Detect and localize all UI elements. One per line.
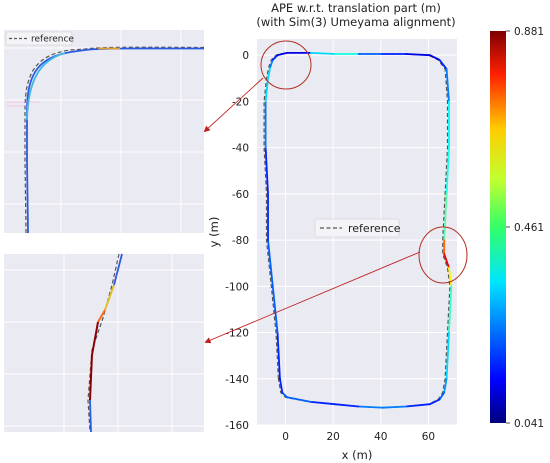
main-legend-text: reference bbox=[348, 222, 401, 235]
inset-top-legend-text: reference bbox=[31, 35, 74, 45]
trajectory-segment bbox=[405, 403, 431, 408]
inset-bottom-trajectory-red bbox=[89, 321, 99, 401]
inset-bottom-trajectory-orange bbox=[97, 309, 106, 323]
reference-path bbox=[263, 52, 451, 409]
trajectory-segment bbox=[443, 377, 448, 394]
main-trajectory-series bbox=[264, 51, 453, 409]
inset-top-trajectory-path bbox=[26, 47, 205, 234]
zoom-circle-right bbox=[418, 226, 468, 284]
trajectory-segment bbox=[445, 68, 450, 103]
y-tick-label: -20 bbox=[232, 96, 249, 108]
trajectory-segment bbox=[279, 377, 284, 394]
x-tick-label: 60 bbox=[422, 431, 435, 443]
y-tick-label: -100 bbox=[225, 281, 249, 293]
inset-top-grid bbox=[4, 30, 204, 233]
main-legend bbox=[314, 218, 400, 238]
inset-bottom-trajectory-top bbox=[113, 253, 123, 286]
trajectory-segment bbox=[264, 77, 269, 103]
x-axis-label: x (m) bbox=[342, 448, 373, 462]
colorbar-gradient bbox=[490, 31, 506, 423]
trajectory-segment bbox=[276, 331, 281, 380]
inset-top-legend bbox=[5, 31, 73, 46]
trajectory-segment bbox=[381, 405, 408, 409]
trajectory-segment bbox=[309, 51, 336, 55]
trajectory-segment bbox=[269, 58, 274, 68]
colorbar-label-max: 0.881 bbox=[514, 26, 544, 38]
y-tick-label: 0 bbox=[242, 50, 249, 62]
trajectory-segment bbox=[445, 331, 450, 380]
inset-top-background bbox=[4, 30, 204, 233]
trajectory-segment bbox=[271, 54, 279, 61]
trajectory-segment bbox=[281, 391, 288, 399]
main-panel: 0 -20 -40 -60 -80 -100 -120 -140 -160 0 20 40 60 re… bbox=[203, 1, 468, 462]
chart-title-line2: (with Sim(3) Umeyama alignment) bbox=[256, 15, 455, 29]
zoom-arrow-right bbox=[204, 251, 421, 344]
main-reference-series bbox=[263, 52, 451, 409]
inset-top-trajectory-highlight bbox=[26, 52, 66, 121]
trajectory-segment bbox=[264, 146, 269, 195]
inset-bottom-trajectory-yellow bbox=[104, 284, 115, 311]
trajectory-segment bbox=[438, 391, 446, 401]
trajectory-segment bbox=[357, 405, 384, 409]
inset-bottom-panel bbox=[4, 253, 204, 433]
y-tick-label: -120 bbox=[225, 328, 249, 340]
trajectory-segment bbox=[448, 266, 453, 288]
main-y-tick-labels: 0 -20 -40 -60 -80 -100 -120 -140 -160 bbox=[225, 50, 249, 432]
trajectory-segment bbox=[271, 285, 279, 334]
trajectory-segment bbox=[267, 239, 274, 288]
trajectory-segment bbox=[438, 58, 448, 70]
main-grid bbox=[257, 39, 457, 426]
trajectory-segment bbox=[286, 396, 312, 403]
x-tick-label: 0 bbox=[282, 431, 289, 443]
colorbar: 0.881 0.461 0.041 bbox=[490, 26, 544, 430]
trajectory-segment bbox=[276, 51, 288, 57]
colorbar-label-mid: 0.461 bbox=[514, 222, 544, 234]
trajectory-segment bbox=[443, 253, 450, 269]
y-tick-label: -40 bbox=[232, 143, 249, 155]
y-tick-label: -160 bbox=[225, 420, 249, 432]
x-tick-label: 20 bbox=[327, 431, 340, 443]
y-tick-label: -80 bbox=[232, 235, 249, 247]
inset-bottom-grid bbox=[4, 254, 204, 432]
trajectory-segment bbox=[445, 146, 450, 195]
y-tick-label: -140 bbox=[225, 374, 249, 386]
trajectory-segment bbox=[405, 53, 431, 57]
trajectory-segment bbox=[448, 285, 453, 334]
trajectory-segment bbox=[267, 65, 272, 80]
y-tick-label: -60 bbox=[232, 189, 249, 201]
inset-top-scan-artifact bbox=[6, 101, 40, 107]
inset-bottom-reference-path bbox=[87, 253, 120, 433]
trajectory-segment bbox=[443, 192, 448, 241]
zoom-circle-top bbox=[260, 40, 312, 90]
colorbar-label-min: 0.041 bbox=[514, 418, 544, 430]
inset-bottom-background bbox=[4, 254, 204, 432]
chart-title-line1: APE w.r.t. translation part (m) bbox=[271, 1, 441, 15]
zoom-arrow-top bbox=[203, 77, 264, 133]
trajectory-segment bbox=[309, 400, 336, 406]
trajectory-segment bbox=[333, 403, 360, 408]
inset-top-reference-path bbox=[24, 46, 205, 234]
main-x-tick-labels: 0 20 40 60 bbox=[282, 431, 435, 443]
inset-top-panel: reference bbox=[4, 30, 205, 234]
x-tick-label: 40 bbox=[374, 431, 387, 443]
trajectory-segment bbox=[429, 398, 441, 406]
y-axis-label: y (m) bbox=[207, 217, 221, 248]
trajectory-segment bbox=[429, 54, 441, 61]
inset-bottom-trajectory-bottom bbox=[89, 399, 92, 433]
